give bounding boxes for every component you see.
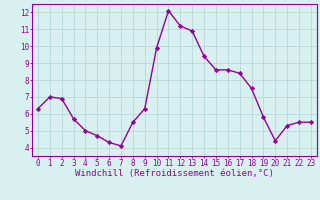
X-axis label: Windchill (Refroidissement éolien,°C): Windchill (Refroidissement éolien,°C) — [75, 169, 274, 178]
